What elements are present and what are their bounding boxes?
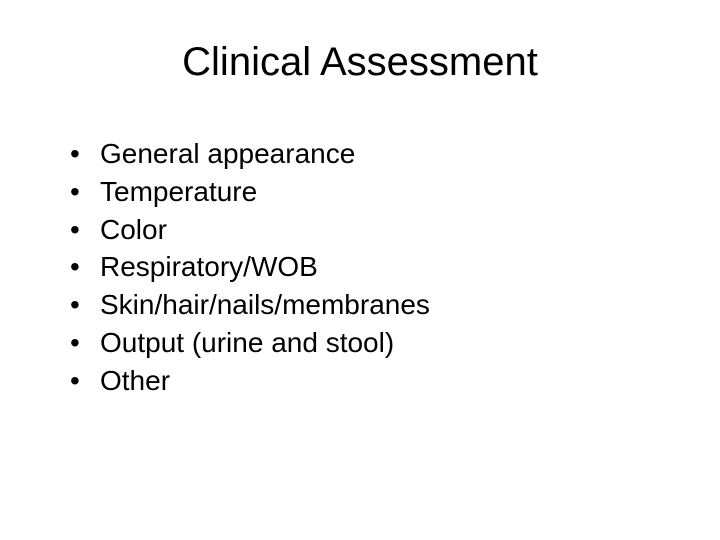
bullet-icon: • [70, 286, 100, 324]
list-item: • Respiratory/WOB [70, 248, 670, 286]
bullet-text: General appearance [100, 135, 670, 173]
bullet-icon: • [70, 324, 100, 362]
bullet-text: Other [100, 362, 670, 400]
bullet-list: • General appearance • Temperature • Col… [50, 135, 670, 400]
list-item: • Temperature [70, 173, 670, 211]
bullet-text: Color [100, 211, 670, 249]
bullet-text: Respiratory/WOB [100, 248, 670, 286]
list-item: • Other [70, 362, 670, 400]
bullet-icon: • [70, 362, 100, 400]
list-item: • Color [70, 211, 670, 249]
bullet-text: Output (urine and stool) [100, 324, 670, 362]
bullet-text: Skin/hair/nails/membranes [100, 286, 670, 324]
bullet-text: Temperature [100, 173, 670, 211]
slide-container: Clinical Assessment • General appearance… [0, 0, 720, 540]
bullet-icon: • [70, 211, 100, 249]
bullet-icon: • [70, 248, 100, 286]
slide-title: Clinical Assessment [50, 40, 670, 85]
bullet-icon: • [70, 173, 100, 211]
list-item: • Skin/hair/nails/membranes [70, 286, 670, 324]
list-item: • Output (urine and stool) [70, 324, 670, 362]
list-item: • General appearance [70, 135, 670, 173]
bullet-icon: • [70, 135, 100, 173]
